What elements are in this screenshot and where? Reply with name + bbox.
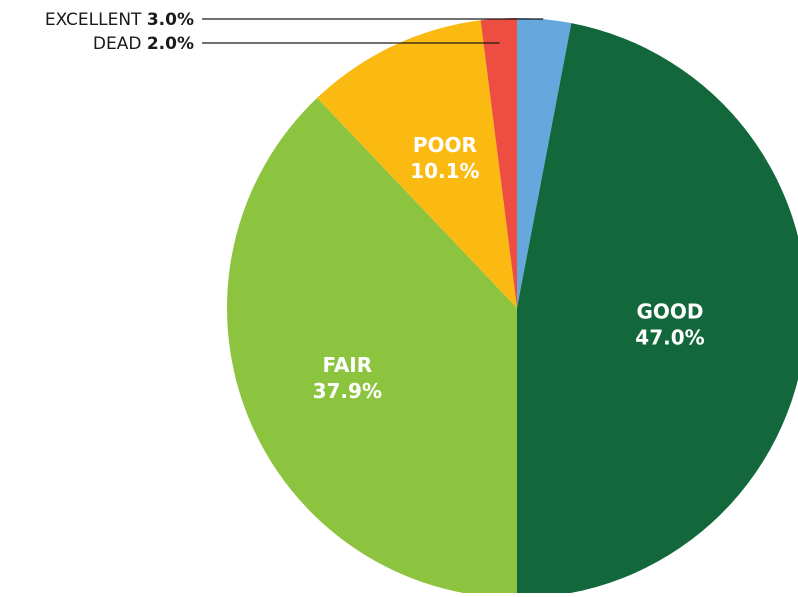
callout-excellent: EXCELLENT 3.0%	[45, 10, 544, 30]
callout-label-dead: DEAD 2.0%	[93, 34, 194, 54]
slice-value-poor: 10.1%	[410, 159, 479, 183]
slice-label-good: GOOD	[636, 300, 703, 324]
pie-slice-poor	[317, 20, 517, 308]
slice-label-poor: POOR	[413, 133, 477, 157]
pie-slice-excellent	[517, 18, 572, 308]
callout-name-dead: DEAD	[93, 34, 147, 54]
slice-value-fair: 37.9%	[313, 379, 382, 403]
callout-label-excellent: EXCELLENT 3.0%	[45, 10, 194, 30]
callout-name-excellent: EXCELLENT	[45, 10, 147, 30]
slice-value-good: 47.0%	[635, 326, 704, 350]
pie-slices	[227, 18, 798, 597]
pie-callouts: EXCELLENT 3.0%DEAD 2.0%	[45, 10, 544, 54]
pie-slice-good	[517, 23, 798, 597]
pie-slice-fair	[227, 97, 517, 597]
pie-slice-dead	[480, 18, 517, 308]
slice-label-fair: FAIR	[322, 353, 372, 377]
callout-value-excellent: 3.0%	[147, 10, 194, 30]
callout-value-dead: 2.0%	[147, 34, 194, 54]
callout-dead: DEAD 2.0%	[93, 34, 500, 54]
